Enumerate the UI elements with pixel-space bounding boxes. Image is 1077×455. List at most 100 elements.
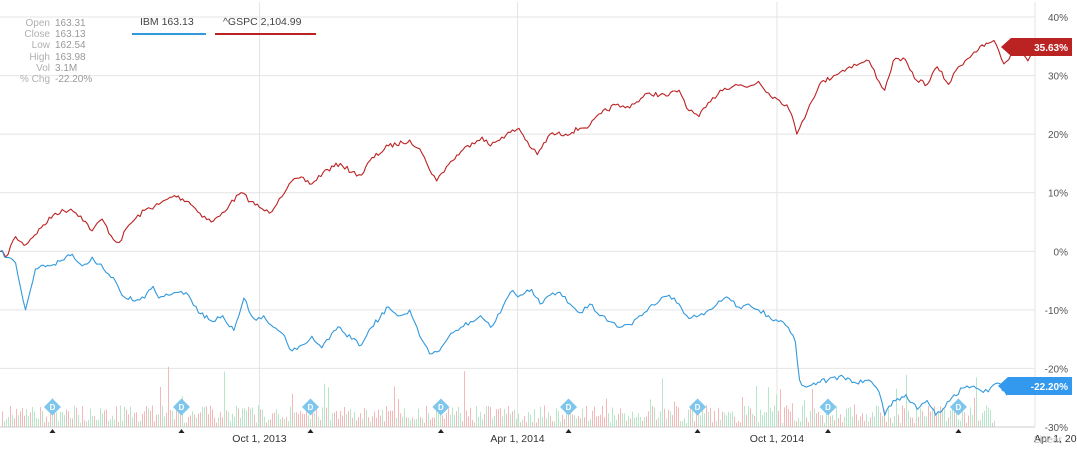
volume-bar bbox=[612, 407, 613, 427]
volume-bar bbox=[640, 417, 641, 427]
legend-item-gspc[interactable]: ^GSPC 2,104.99 bbox=[215, 13, 316, 35]
volume-bar bbox=[486, 406, 487, 427]
volume-bar bbox=[942, 407, 943, 427]
volume-bar bbox=[322, 407, 323, 427]
volume-bar bbox=[430, 419, 431, 427]
volume-bar bbox=[972, 414, 973, 427]
volume-bar bbox=[334, 412, 335, 427]
volume-bar bbox=[402, 416, 403, 427]
dividend-diamond-icon bbox=[560, 398, 578, 416]
dividend-marker[interactable]: D bbox=[949, 398, 967, 433]
volume-bar bbox=[410, 420, 411, 427]
volume-bar bbox=[766, 412, 767, 427]
volume-bar bbox=[896, 388, 897, 427]
stat-row-vol: Vol 3.1M bbox=[0, 63, 92, 74]
volume-bar bbox=[512, 411, 513, 427]
ibm-value-badge: -22.20% bbox=[998, 377, 1072, 395]
volume-bar bbox=[624, 413, 625, 427]
legend-item-ibm[interactable]: IBM 163.13 bbox=[132, 13, 206, 35]
series-line-gspc[interactable] bbox=[0, 39, 1036, 258]
stat-label: Vol bbox=[36, 62, 50, 74]
volume-bar bbox=[802, 405, 803, 427]
volume-bar bbox=[364, 408, 365, 427]
volume-bar bbox=[38, 419, 39, 427]
volume-bar bbox=[236, 405, 237, 427]
volume-bar bbox=[800, 421, 801, 427]
volume-bar bbox=[870, 417, 871, 427]
dividend-marker[interactable]: D bbox=[560, 398, 578, 433]
volume-bar bbox=[886, 421, 887, 427]
volume-bar bbox=[96, 419, 97, 427]
volume-bar bbox=[40, 407, 41, 427]
volume-bar bbox=[368, 417, 369, 427]
y-tick-label: 10% bbox=[1048, 189, 1068, 200]
volume-bar bbox=[276, 409, 277, 427]
chart-grid bbox=[0, 2, 1036, 428]
volume-bar bbox=[708, 411, 709, 427]
volume-bar bbox=[938, 412, 939, 427]
volume-bar bbox=[256, 422, 257, 427]
volume-bar bbox=[232, 413, 233, 427]
volume-bar bbox=[702, 408, 703, 427]
volume-bar bbox=[608, 413, 609, 427]
volume-bar bbox=[764, 412, 765, 427]
volume-bar bbox=[736, 422, 737, 427]
volume-bar bbox=[920, 408, 921, 427]
volume-bar bbox=[540, 406, 541, 427]
volume-bar bbox=[144, 411, 145, 427]
volume-bar bbox=[6, 419, 7, 427]
dividend-marker[interactable]: D bbox=[432, 398, 450, 433]
volume-bar bbox=[654, 407, 655, 427]
volume-bar bbox=[78, 414, 79, 427]
x-tick-label: Oct 1, 2013 bbox=[232, 433, 286, 445]
volume-bar bbox=[944, 409, 945, 427]
volume-bar bbox=[644, 417, 645, 427]
stat-label: Open bbox=[25, 18, 50, 29]
dividend-marker[interactable]: D bbox=[819, 398, 837, 433]
volume-bar bbox=[788, 409, 789, 427]
dividend-diamond-icon bbox=[302, 398, 319, 416]
stat-row-pct-change: % Chg -22.20% bbox=[0, 74, 92, 85]
volume-bar bbox=[848, 407, 849, 427]
volume-bar bbox=[336, 410, 337, 427]
volume-bar bbox=[988, 407, 989, 427]
volume-bar bbox=[146, 406, 147, 427]
volume-bar bbox=[186, 422, 187, 427]
volume-bar bbox=[116, 406, 117, 427]
dividend-marker[interactable]: D bbox=[689, 398, 707, 433]
dividend-marker-label: D bbox=[50, 403, 56, 412]
volume-bar bbox=[114, 419, 115, 427]
volume-bar bbox=[50, 412, 51, 427]
volume-bar bbox=[190, 415, 191, 427]
volume-bar bbox=[776, 394, 777, 427]
volume-bar bbox=[990, 410, 991, 427]
volume-bar bbox=[234, 416, 235, 427]
volume-bar bbox=[88, 420, 89, 427]
volume-bar bbox=[130, 406, 131, 427]
volume-bar bbox=[716, 420, 717, 427]
volume-bar bbox=[160, 386, 161, 427]
volume-bar bbox=[222, 417, 223, 427]
volume-bar bbox=[156, 414, 157, 427]
volume-bar bbox=[388, 411, 389, 427]
volume-bar bbox=[704, 413, 705, 427]
scale-type-label[interactable]: Linear bbox=[1034, 435, 1062, 446]
y-tick-label: 40% bbox=[1048, 13, 1068, 24]
volume-bar bbox=[834, 420, 835, 427]
volume-bar bbox=[316, 406, 317, 427]
volume-bar bbox=[84, 420, 85, 427]
volume-bar bbox=[642, 420, 643, 427]
series-line-ibm[interactable] bbox=[0, 249, 1036, 416]
volume-bar bbox=[516, 418, 517, 427]
volume-bar bbox=[796, 421, 797, 427]
volume-bar bbox=[318, 417, 319, 427]
dividend-marker[interactable]: D bbox=[172, 398, 190, 433]
dividend-marker[interactable]: D bbox=[302, 398, 319, 433]
volume-bar bbox=[260, 409, 261, 427]
volume-bar bbox=[888, 409, 889, 427]
volume-bar bbox=[912, 417, 913, 427]
x-tick-label: Apr 1, 201 bbox=[1034, 433, 1077, 445]
volume-bar bbox=[836, 405, 837, 427]
volume-bar bbox=[560, 421, 561, 427]
